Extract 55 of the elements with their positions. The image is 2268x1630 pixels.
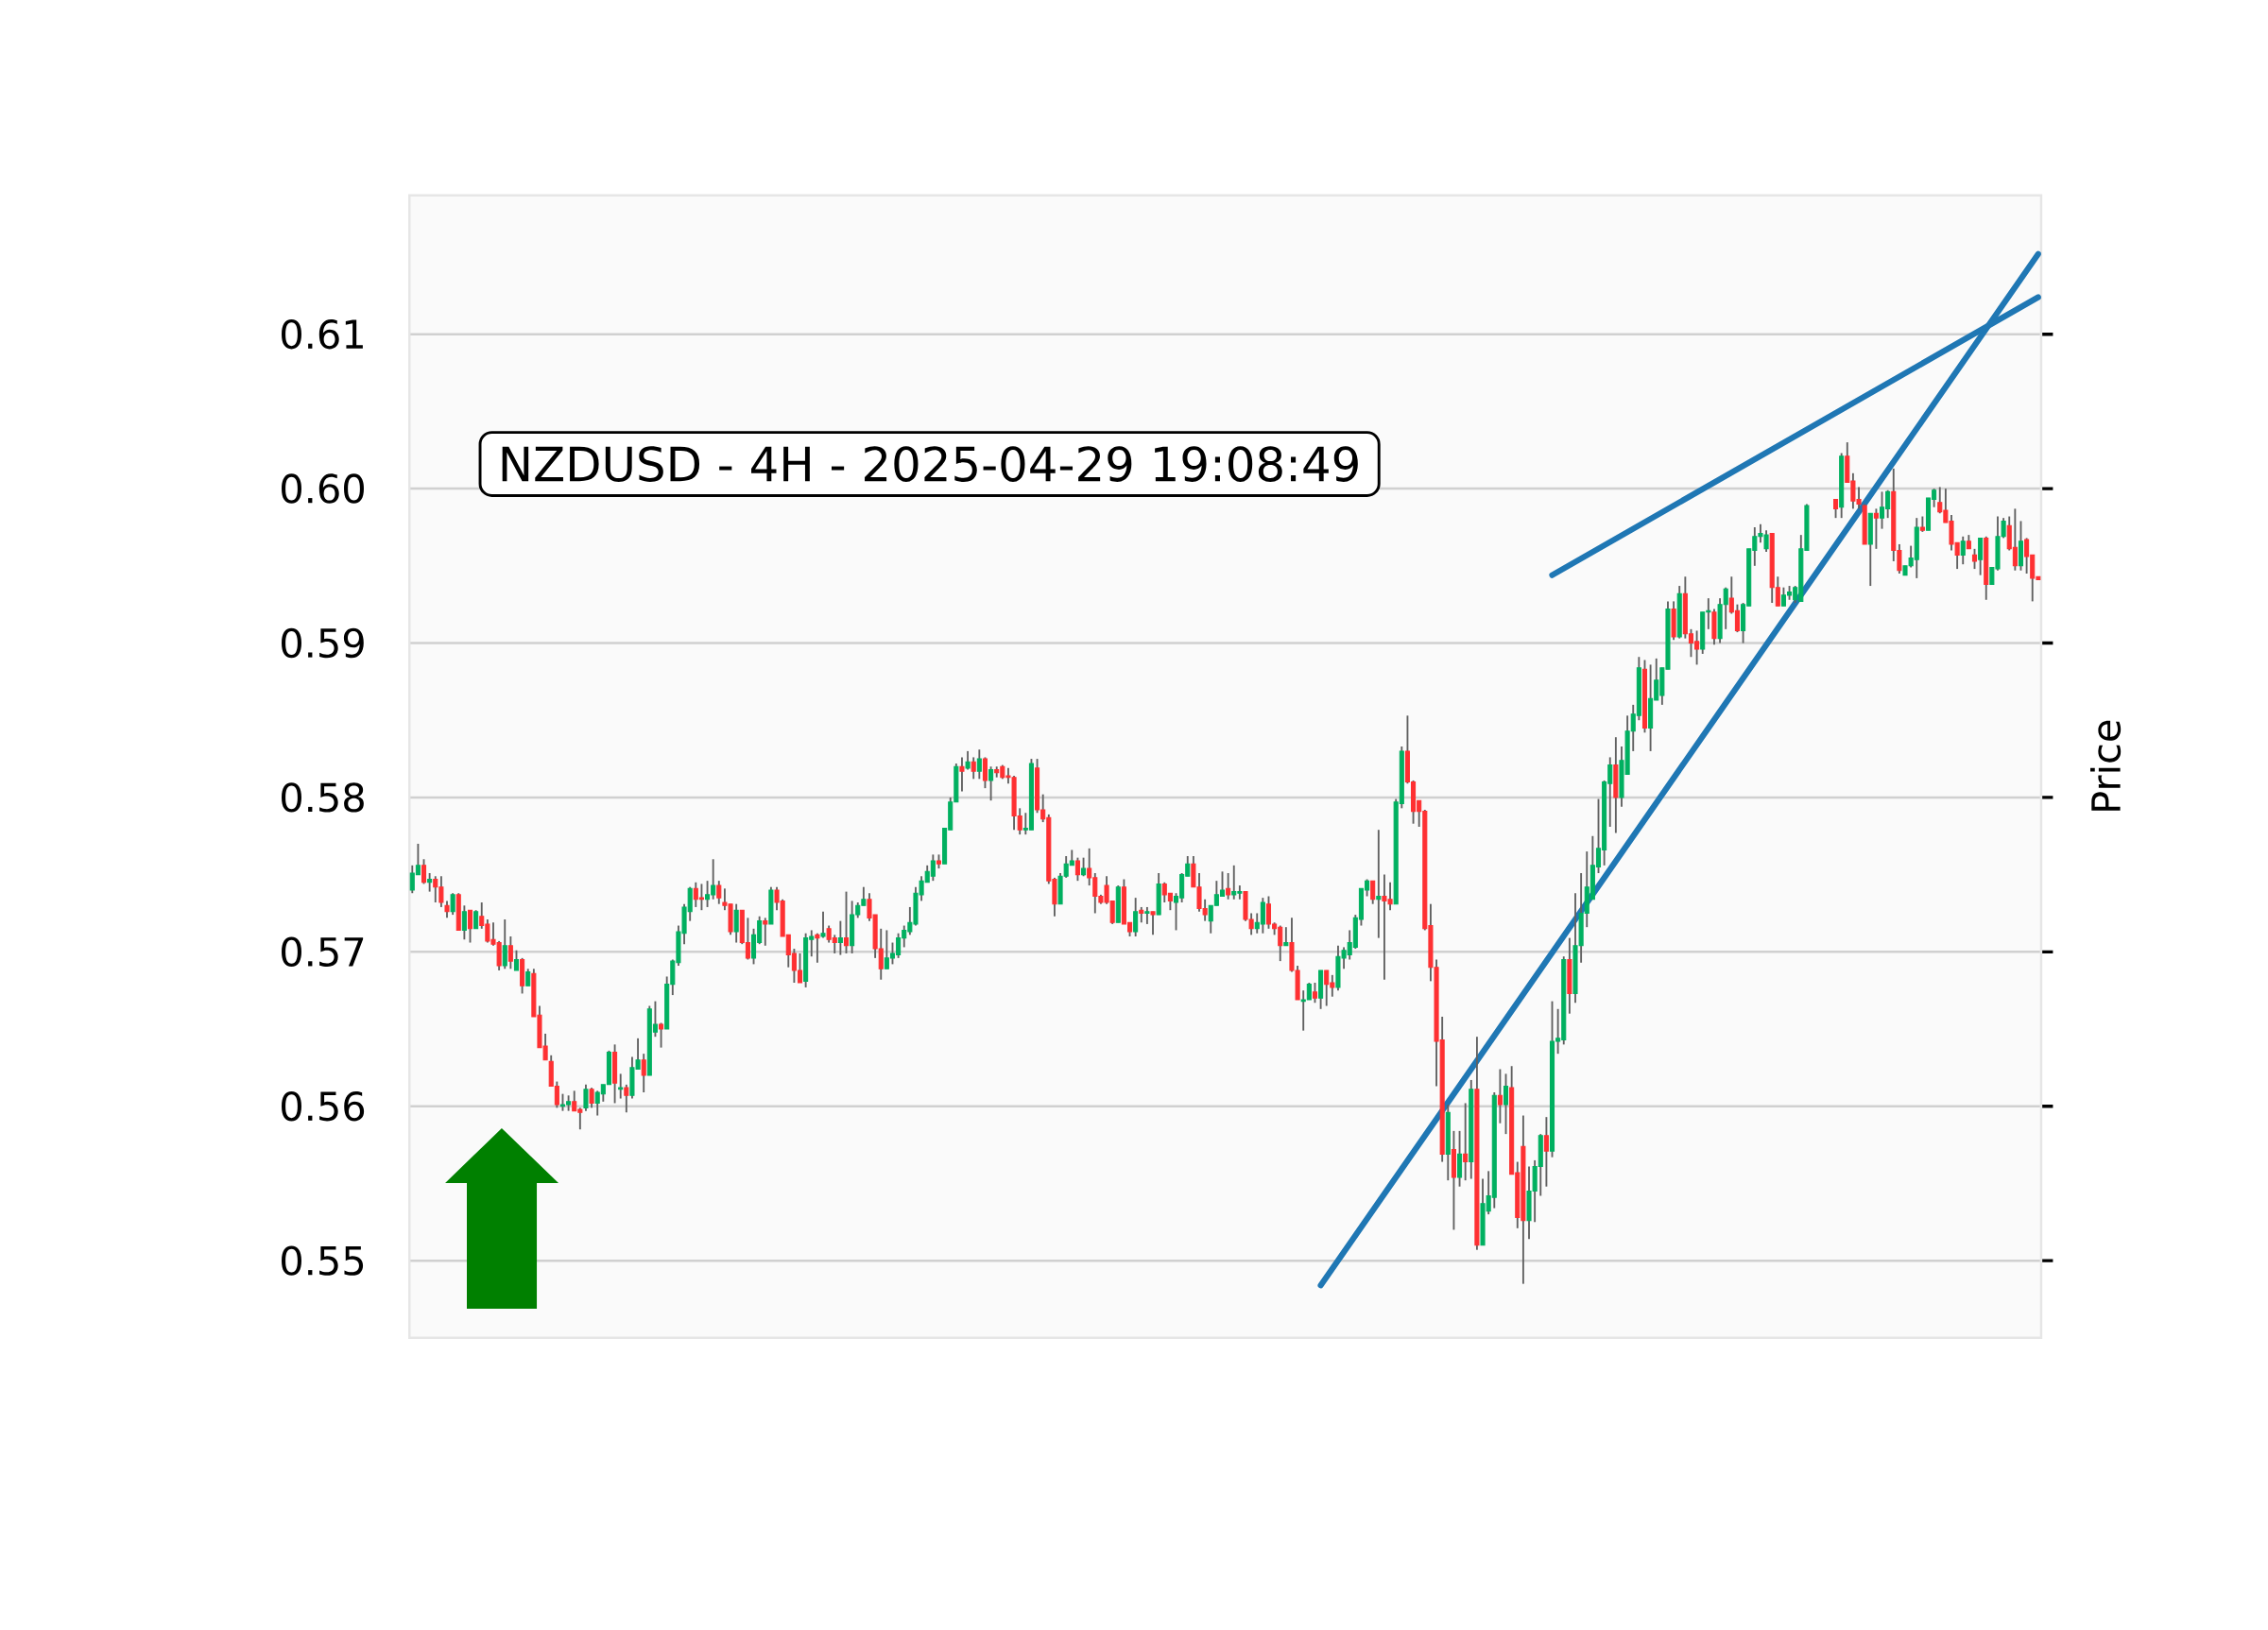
- candlestick: [763, 917, 768, 947]
- candlestick: [1074, 856, 1080, 883]
- candlestick: [659, 1021, 664, 1049]
- candlestick: [820, 910, 826, 939]
- y-tick-label: 0.55: [282, 1245, 364, 1276]
- candlestick: [976, 748, 982, 781]
- candlestick: [1543, 1116, 1549, 1188]
- candlestick: [427, 872, 433, 893]
- candlestick: [1978, 537, 1984, 576]
- candlestick: [618, 1072, 624, 1100]
- y-axis-title: Price: [2090, 720, 2122, 811]
- candlestick: [1150, 910, 1156, 936]
- candlestick: [467, 909, 473, 944]
- candlestick: [461, 904, 467, 941]
- candlestick: [1971, 547, 1978, 571]
- candlestick: [513, 949, 520, 971]
- y-tick-label: 0.57: [282, 936, 364, 968]
- candlestick: [583, 1083, 589, 1112]
- candlestick: [716, 880, 722, 905]
- y-tick-label: 0.60: [282, 473, 364, 504]
- candlestick: [837, 919, 843, 956]
- candlestick: [641, 1053, 646, 1093]
- candlestick: [1376, 829, 1382, 939]
- candlestick: [507, 935, 513, 970]
- y-tick-label: 0.56: [282, 1090, 365, 1122]
- candlestick: [1283, 926, 1289, 947]
- candlestick: [624, 1083, 629, 1114]
- candlestick: [1463, 1102, 1469, 1182]
- candlestick: [959, 756, 965, 793]
- candlestick: [502, 918, 507, 970]
- candlestick: [1081, 856, 1087, 878]
- candlestick: [1960, 535, 1966, 566]
- candlestick: [589, 1087, 594, 1109]
- candlestick: [1312, 982, 1318, 1004]
- candlestick: [971, 756, 976, 781]
- y-tick-label: 0.58: [282, 782, 364, 813]
- candlestick: [1833, 498, 1839, 520]
- candlestick: [1133, 897, 1139, 937]
- candlestick: [1370, 880, 1376, 905]
- candlestick: [1497, 1068, 1503, 1124]
- candlestick: [988, 765, 994, 802]
- candlestick: [421, 858, 427, 885]
- y-tick-label: 0.61: [282, 318, 363, 350]
- text: NZDUSD - 4H - 2025-04-29 19:08:49: [502, 446, 1358, 482]
- candlestick: [450, 892, 455, 917]
- candlestick: [473, 909, 479, 930]
- candlestick: [982, 756, 988, 790]
- candlestick: [965, 749, 971, 771]
- candlestick: [1503, 1072, 1509, 1136]
- candlestick: [733, 902, 739, 944]
- candlestick: [1226, 872, 1231, 901]
- candlestick: [843, 890, 850, 954]
- candlestick: [815, 932, 820, 964]
- y-tick-label: 0.59: [282, 627, 364, 659]
- candlestick: [1873, 507, 1879, 550]
